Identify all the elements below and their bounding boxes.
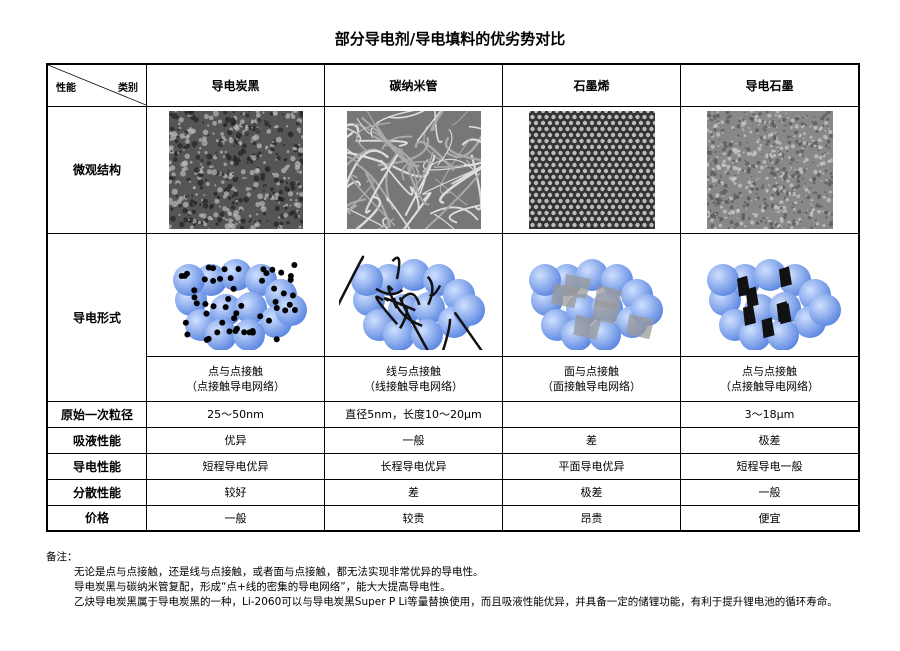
form-diagram-graphite [680, 232, 860, 357]
table-cell: 优异 [146, 426, 325, 454]
form-diagram-carbon-black [146, 232, 325, 357]
note-line: 无论是点与点接触，还是线与点接触，或者面与点接触，都无法实现非常优异的导电性。 [74, 566, 484, 578]
table-row: 吸液性能 优异 一般差极差 [46, 426, 860, 454]
table-cell: 3～18μm [680, 400, 860, 428]
form-caption: 点与点接触 （点接触导电网络） [146, 355, 325, 402]
caption-line: （点接触导电网络） [186, 379, 285, 393]
notes: 备注： 无论是点与点接触，还是线与点接触，或者面与点接触，都无法实现非常优异的导… [46, 550, 856, 610]
caption-line: （线接触导电网络） [364, 379, 463, 393]
column-header: 石墨烯 [502, 63, 681, 107]
row-label: 导电性能 [46, 452, 147, 480]
column-header: 导电炭黑 [146, 63, 325, 107]
row-label: 价格 [46, 504, 147, 532]
table-cell: 便宜 [680, 504, 860, 532]
corner-header: 性能 类别 [46, 63, 147, 107]
page-title: 部分导电剂/导电填料的优劣势对比 [334, 30, 566, 48]
caption-line: 面与点接触 [564, 364, 619, 378]
table-cell: 一般 [324, 426, 503, 454]
table-cell: 差 [502, 426, 681, 454]
table-cell: 直径5nm，长度10～20μm [324, 400, 503, 428]
table-cell: 长程导电优异 [324, 452, 503, 480]
table-cell: 差 [324, 478, 503, 506]
form-caption: 面与点接触 （面接触导电网络） [502, 355, 681, 402]
micro-image-graphene [502, 105, 681, 234]
micro-image-cnt [324, 105, 503, 234]
note-line: 乙炔导电炭黑属于导电炭黑的一种，Li-2060可以与导电炭黑Super P Li… [74, 596, 838, 608]
caption-line: 点与点接触 [208, 364, 263, 378]
corner-label-left: 性能 [56, 83, 76, 95]
row-label: 原始一次粒径 [46, 400, 147, 428]
micro-image-carbon-black [146, 105, 325, 234]
form-diagram-cnt [324, 232, 503, 357]
comparison-table: 性能 类别 导电炭黑 碳纳米管 石墨烯 导电石墨 微观结构 导电形式 点与点接触… [46, 63, 860, 532]
row-label: 导电形式 [46, 232, 147, 402]
table-cell: 平面导电优异 [502, 452, 681, 480]
form-diagram-graphene [502, 232, 681, 357]
form-caption: 线与点接触 （线接触导电网络） [324, 355, 503, 402]
table-cell: 极差 [502, 478, 681, 506]
table-row: 原始一次粒径 25～50nm 直径5nm，长度10～20μm 3～18μm [46, 400, 860, 428]
micro-image-graphite [680, 105, 860, 234]
table-cell: 昂贵 [502, 504, 681, 532]
table-cell: 较好 [146, 478, 325, 506]
table-cell [502, 400, 681, 428]
table-cell: 25～50nm [146, 400, 325, 428]
caption-line: 线与点接触 [386, 364, 441, 378]
column-header: 碳纳米管 [324, 63, 503, 107]
table-cell: 短程导电优异 [146, 452, 325, 480]
table-cell: 极差 [680, 426, 860, 454]
table-cell: 短程导电一般 [680, 452, 860, 480]
notes-label: 备注： [46, 551, 78, 563]
row-label: 微观结构 [46, 105, 147, 234]
table-row: 价格 一般 较贵 昂贵 便宜 [46, 504, 860, 532]
row-label: 吸液性能 [46, 426, 147, 454]
form-caption: 点与点接触 （点接触导电网络） [680, 355, 860, 402]
column-header: 导电石墨 [680, 63, 860, 107]
table-cell: 一般 [146, 504, 325, 532]
corner-label-right: 类别 [118, 83, 138, 95]
caption-line: （点接触导电网络） [720, 379, 819, 393]
table-row: 导电性能 短程导电优异 长程导电优异 平面导电优异 短程导电一般 [46, 452, 860, 480]
caption-line: （面接触导电网络） [542, 379, 641, 393]
table-cell: 一般 [680, 478, 860, 506]
table-row: 分散性能 较好差极差 一般 [46, 478, 860, 506]
row-label: 分散性能 [46, 478, 147, 506]
caption-line: 点与点接触 [742, 364, 797, 378]
note-line: 导电炭黑与碳纳米管复配，形成“点+线的密集的导电网络”，能大大提高导电性。 [74, 581, 451, 593]
table-cell: 较贵 [324, 504, 503, 532]
